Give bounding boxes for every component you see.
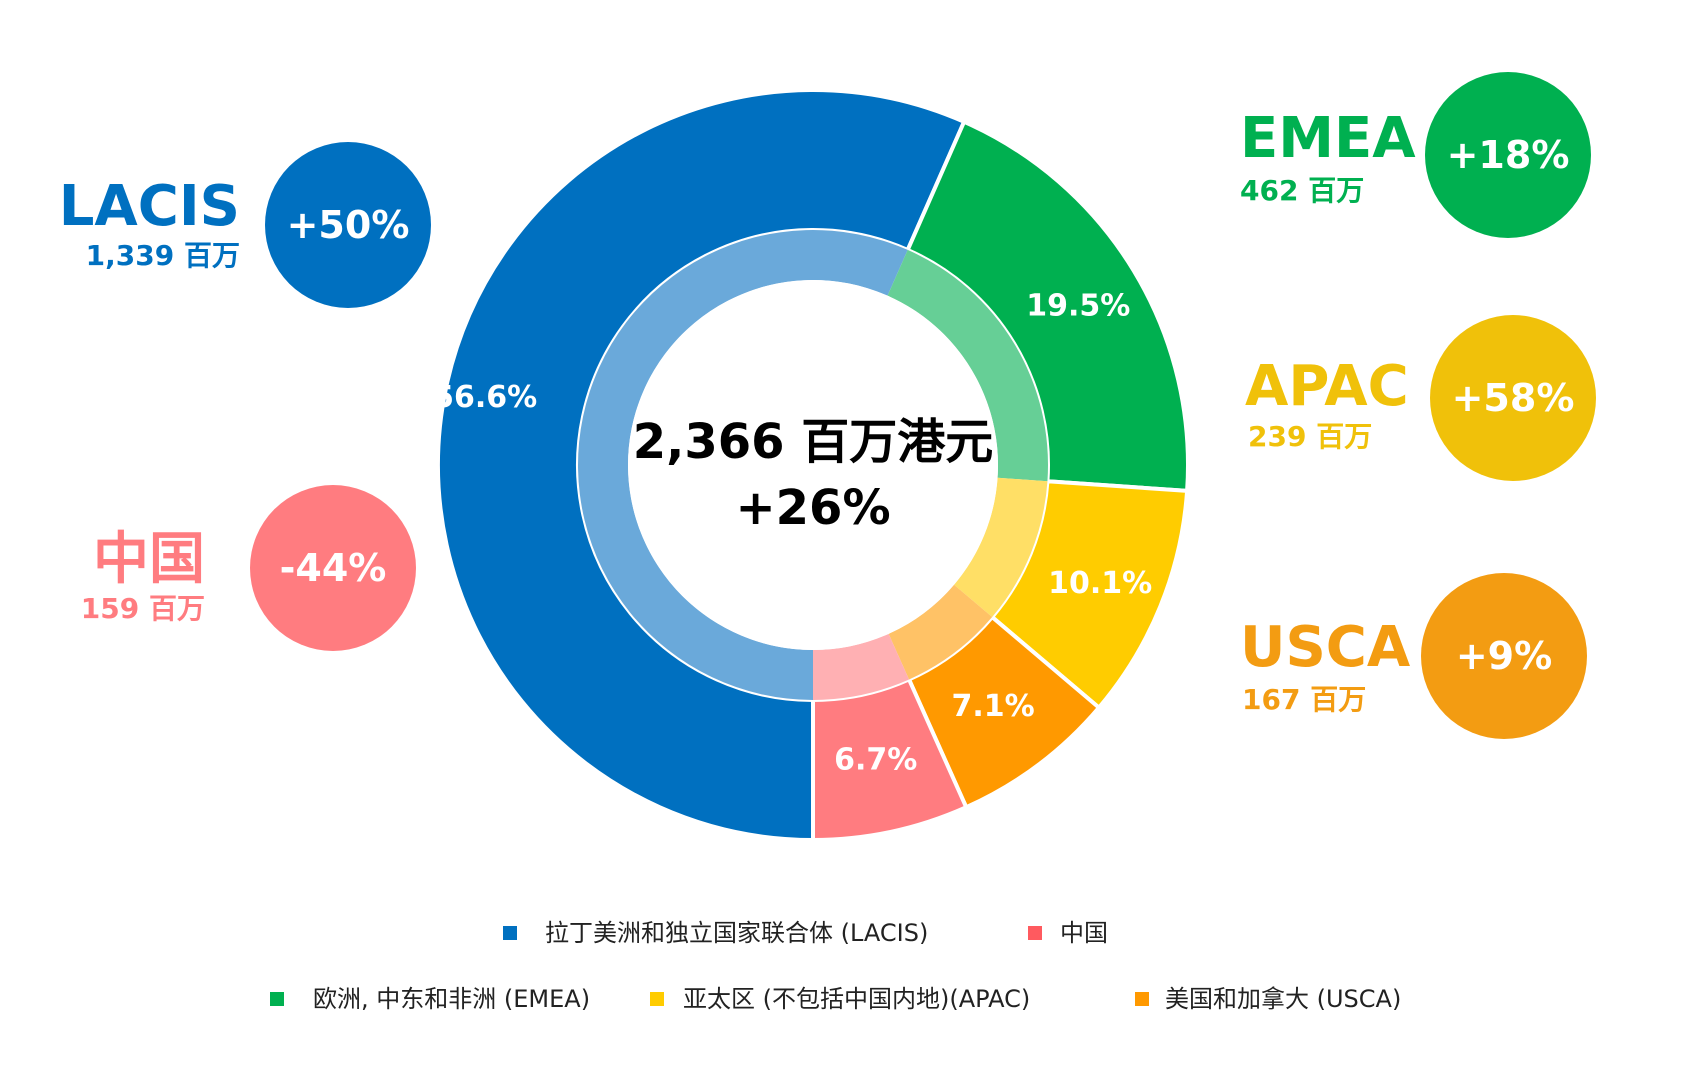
region-amount-apac: 239 百万: [1248, 420, 1372, 453]
legend: 拉丁美洲和独立国家联合体 (LACIS) 中国 欧洲, 中东和非洲 (EMEA)…: [270, 919, 1401, 1013]
inner-slice-apac: [954, 477, 1048, 618]
region-cn: 中国 159 百万 -44%: [81, 485, 416, 651]
value-label-usca: 7.1%: [952, 689, 1035, 724]
donut-hole: [628, 280, 998, 650]
growth-bubble-cn: [250, 485, 416, 651]
value-label-apac: 10.1%: [1048, 566, 1152, 601]
growth-emea: +18%: [1447, 133, 1570, 177]
inner-slice-cn: [813, 633, 910, 700]
legend-swatch-apac: [650, 992, 664, 1006]
legend-label-apac: 亚太区 (不包括中国内地)(APAC): [683, 985, 1030, 1013]
growth-cn: -44%: [280, 546, 387, 590]
value-label-lacis: 56.6%: [433, 380, 537, 415]
region-amount-usca: 167 百万: [1242, 683, 1366, 716]
legend-swatch-cn: [1028, 926, 1042, 940]
slice-cn: [811, 676, 969, 843]
outer-ring: [436, 88, 1190, 843]
growth-lacis: +50%: [287, 203, 410, 247]
inner-slice-lacis: [577, 229, 908, 700]
region-amount-emea: 462 百万: [1240, 174, 1364, 207]
region-usca: USCA 167 百万 +9%: [1240, 573, 1587, 739]
center-total: 2,366 百万港元: [633, 414, 994, 470]
value-label-emea: 19.5%: [1026, 289, 1130, 324]
center-growth: +26%: [735, 480, 890, 536]
value-label-cn: 6.7%: [834, 742, 917, 777]
region-name-emea: EMEA: [1240, 106, 1416, 171]
region-lacis: LACIS 1,339 百万 +50%: [59, 142, 431, 308]
legend-swatch-emea: [270, 992, 284, 1006]
region-amount-lacis: 1,339 百万: [86, 239, 240, 272]
growth-bubble-usca: [1421, 573, 1587, 739]
region-emea: EMEA 462 百万 +18%: [1240, 72, 1591, 238]
growth-apac: +58%: [1452, 376, 1575, 420]
region-name-lacis: LACIS: [59, 174, 240, 239]
region-name-usca: USCA: [1240, 615, 1411, 680]
region-apac: APAC 239 百万 +58%: [1245, 315, 1596, 481]
growth-bubble-apac: [1430, 315, 1596, 481]
legend-label-lacis: 拉丁美洲和独立国家联合体 (LACIS): [545, 919, 928, 947]
inner-ring: [577, 229, 1048, 700]
legend-label-usca: 美国和加拿大 (USCA): [1165, 985, 1401, 1013]
inner-slice-emea: [887, 249, 1048, 482]
legend-swatch-lacis: [503, 926, 517, 940]
growth-bubble-emea: [1425, 72, 1591, 238]
growth-bubble-lacis: [265, 142, 431, 308]
region-name-apac: APAC: [1245, 354, 1409, 419]
region-amount-cn: 159 百万: [81, 592, 205, 625]
growth-usca: +9%: [1456, 634, 1552, 678]
region-name-cn: 中国: [93, 527, 205, 592]
legend-label-cn: 中国: [1060, 919, 1108, 947]
legend-swatch-usca: [1135, 992, 1149, 1006]
legend-label-emea: 欧洲, 中东和非洲 (EMEA): [313, 985, 590, 1013]
inner-slice-usca: [888, 584, 993, 680]
